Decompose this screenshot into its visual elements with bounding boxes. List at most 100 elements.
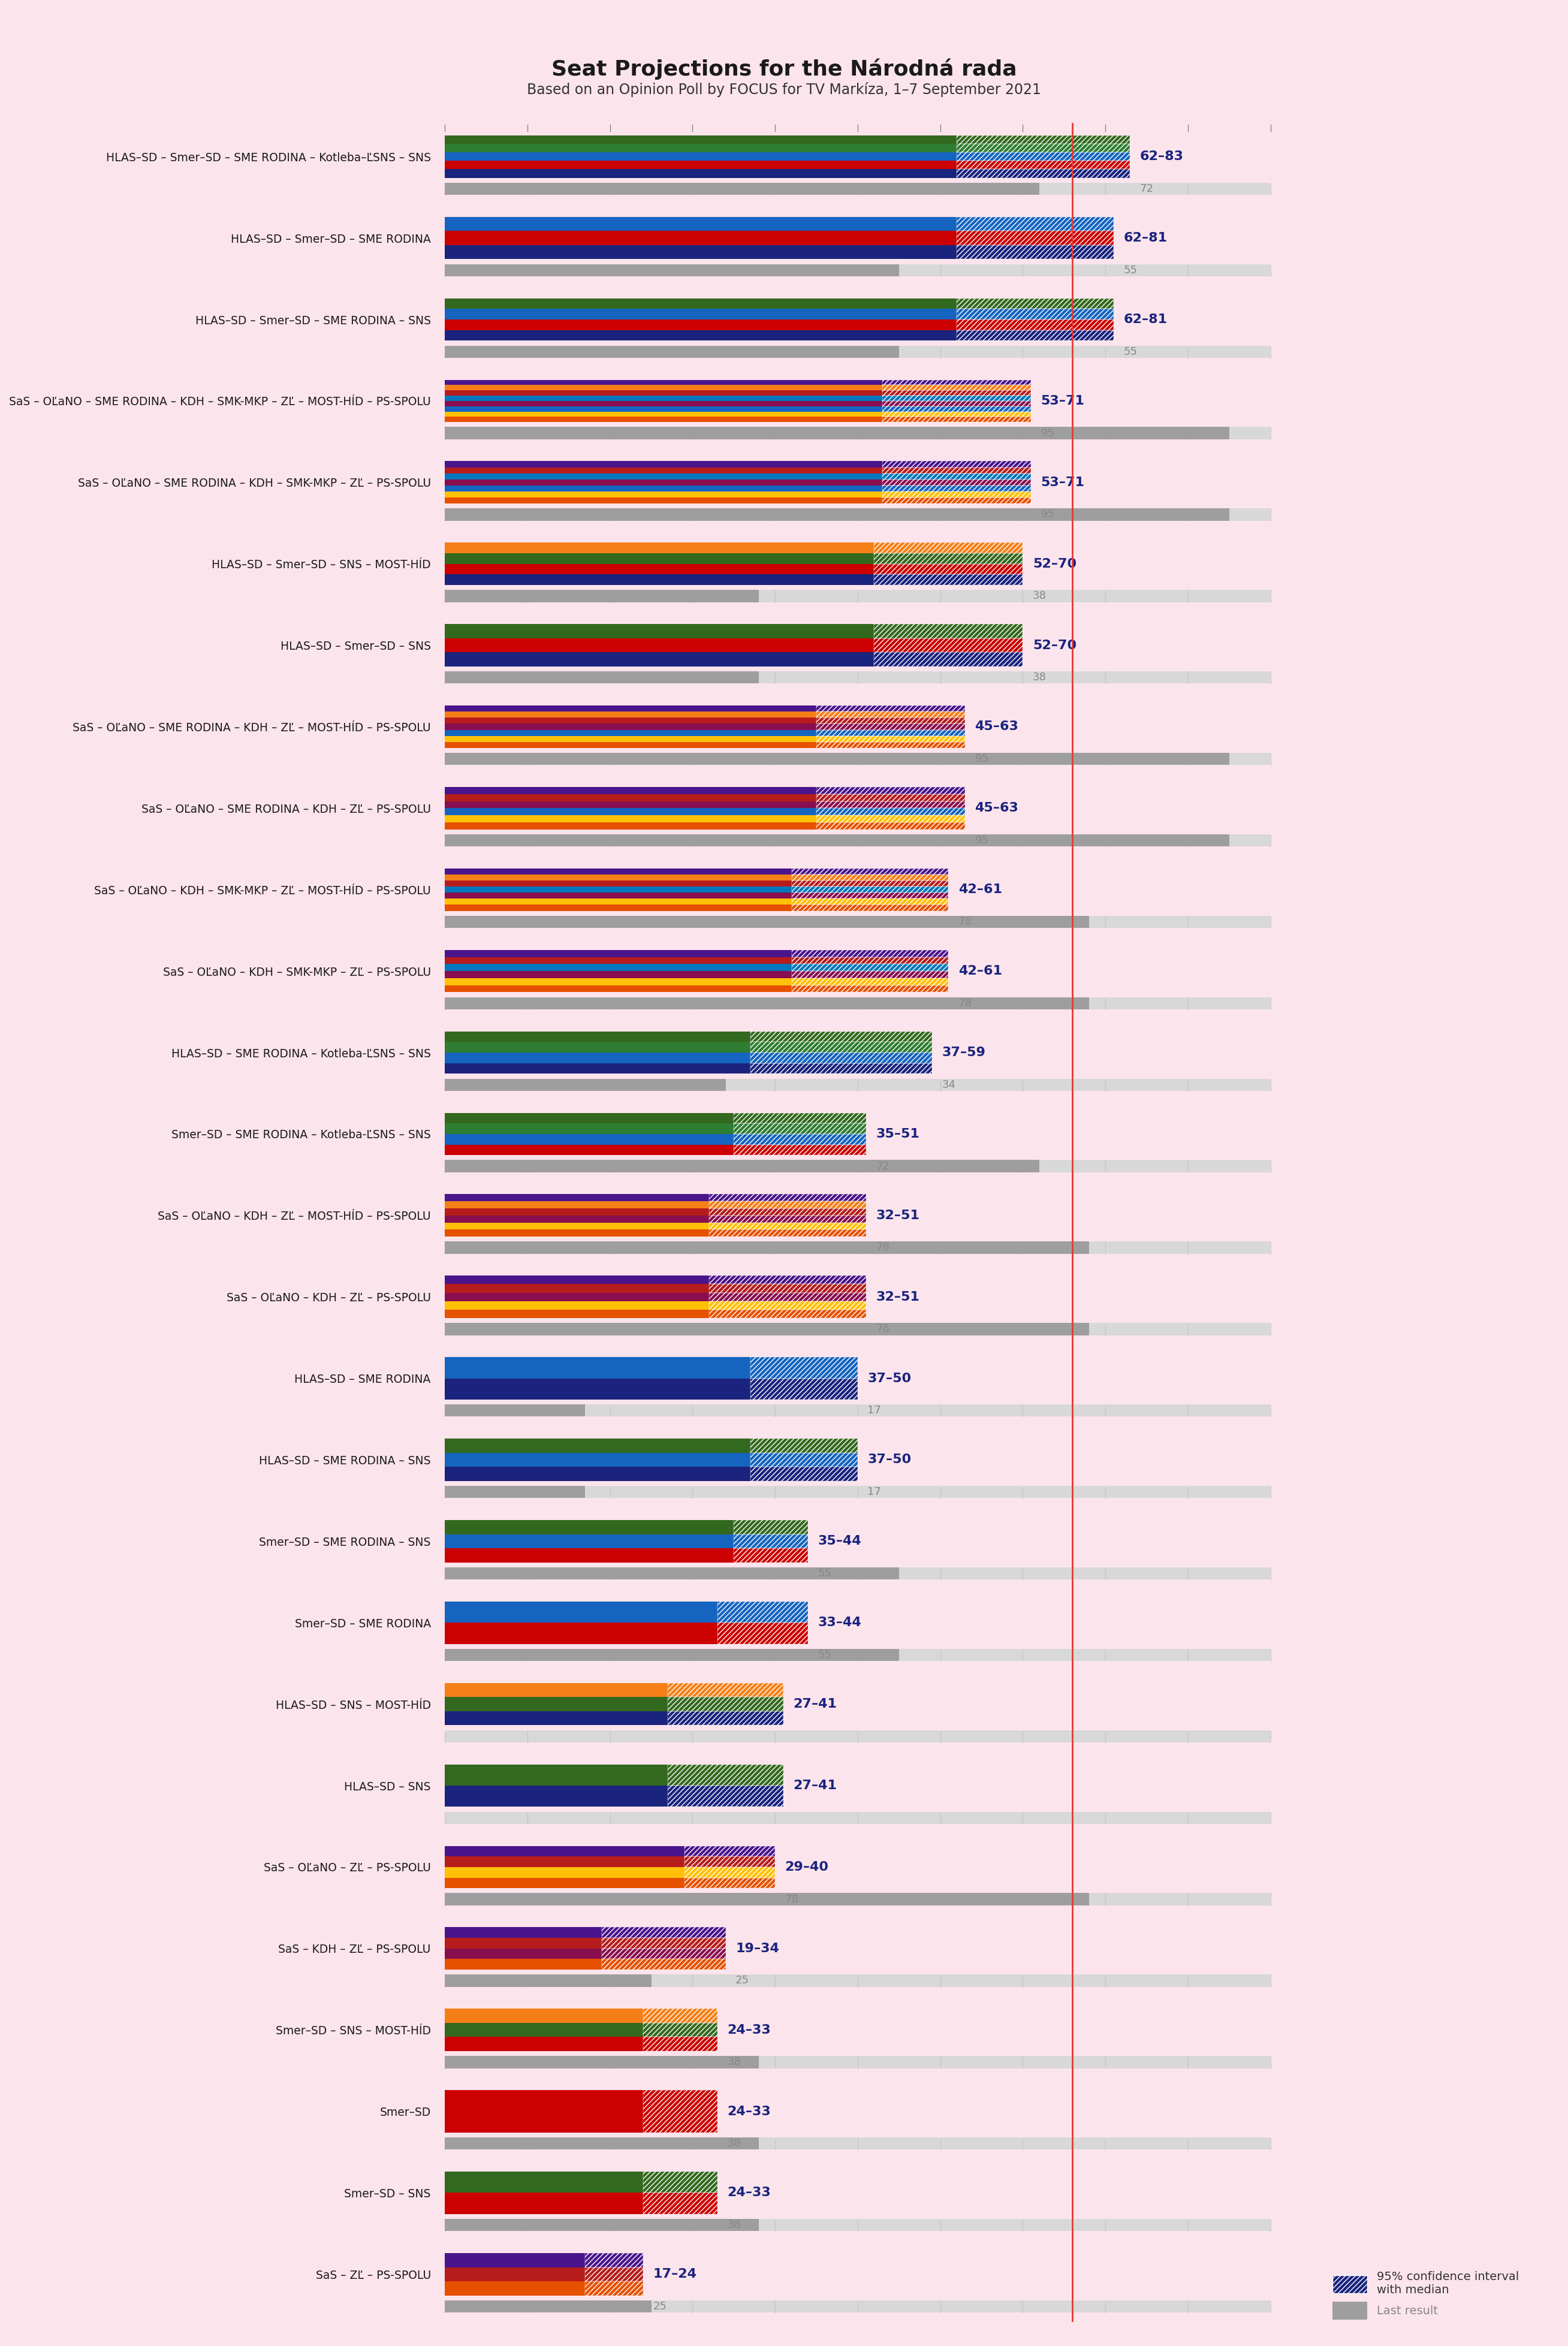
Bar	[445, 162, 956, 169]
Bar	[445, 2055, 759, 2069]
Bar	[445, 509, 1229, 521]
Bar	[883, 474, 1032, 479]
Bar	[445, 1548, 734, 1562]
Bar	[668, 1764, 784, 1785]
Text: 38: 38	[728, 2057, 742, 2067]
Text: 24–33: 24–33	[728, 2104, 771, 2118]
Bar	[684, 1877, 775, 1889]
Bar	[875, 554, 1022, 563]
Bar	[445, 467, 883, 474]
Bar	[883, 406, 1032, 411]
Text: 35–51: 35–51	[877, 1128, 919, 1140]
Text: 17: 17	[867, 1487, 881, 1497]
Bar	[817, 816, 964, 823]
Bar	[445, 711, 817, 718]
Bar	[445, 462, 883, 467]
Bar	[445, 1145, 734, 1154]
Bar	[445, 971, 792, 978]
Text: 33–44: 33–44	[818, 1616, 862, 1628]
Bar	[445, 2252, 585, 2266]
Bar	[445, 875, 792, 880]
Bar	[883, 474, 1032, 479]
Bar	[602, 1938, 726, 1950]
Bar	[751, 1438, 858, 1452]
Bar	[817, 800, 964, 807]
Bar	[875, 563, 1022, 575]
Bar	[709, 1222, 866, 1229]
Bar	[883, 418, 1032, 422]
Bar	[445, 957, 792, 964]
Bar	[956, 244, 1113, 258]
Bar	[445, 1623, 717, 1645]
Bar	[445, 2036, 643, 2050]
Bar	[445, 1229, 709, 1236]
Bar	[585, 2252, 643, 2266]
Bar	[817, 711, 964, 718]
Bar	[445, 753, 1229, 765]
Bar	[445, 389, 883, 396]
Text: 52–70: 52–70	[1033, 558, 1077, 570]
Bar	[445, 1846, 684, 1856]
Bar	[875, 638, 1022, 652]
Bar	[445, 490, 883, 497]
Bar	[445, 1452, 751, 1466]
Text: 78: 78	[786, 1893, 798, 1905]
Text: 78: 78	[877, 1323, 889, 1335]
Bar	[792, 964, 949, 971]
Bar	[445, 1975, 651, 1987]
Bar	[956, 230, 1113, 244]
Text: 38: 38	[728, 2219, 742, 2231]
Bar	[445, 554, 875, 563]
Bar	[734, 1145, 866, 1154]
Text: 62–83: 62–83	[1140, 150, 1184, 162]
Bar	[792, 950, 949, 957]
Bar	[445, 2137, 759, 2149]
Bar	[445, 385, 883, 389]
Bar	[751, 1466, 858, 1480]
Bar	[445, 906, 792, 910]
Bar	[792, 957, 949, 964]
Bar	[792, 875, 949, 880]
Bar	[883, 497, 1032, 504]
Text: 35–44: 35–44	[818, 1534, 862, 1548]
Bar	[883, 396, 1032, 401]
Bar	[445, 800, 817, 807]
Bar	[709, 1293, 866, 1302]
Bar	[709, 1229, 866, 1236]
Bar	[717, 1602, 808, 1623]
Bar	[751, 1438, 858, 1452]
Bar	[445, 244, 956, 258]
Bar	[875, 554, 1022, 563]
Bar	[445, 638, 875, 652]
Bar	[792, 875, 949, 880]
Bar	[817, 730, 964, 737]
Bar	[445, 1877, 684, 1889]
Text: 24–33: 24–33	[728, 2186, 771, 2198]
Bar	[668, 1764, 784, 1785]
Bar	[709, 1201, 866, 1208]
Bar	[445, 671, 759, 683]
Bar	[817, 737, 964, 741]
Text: 95: 95	[975, 835, 989, 847]
Bar	[445, 2194, 643, 2215]
Bar	[684, 1867, 775, 1877]
Bar	[956, 331, 1113, 340]
Bar	[817, 793, 964, 800]
Bar	[445, 1731, 1270, 1743]
Bar	[445, 915, 1270, 929]
Bar	[792, 985, 949, 992]
Bar	[956, 136, 1131, 143]
Bar	[445, 1438, 751, 1452]
Bar	[668, 1682, 784, 1696]
Bar	[792, 971, 949, 978]
Bar	[956, 136, 1131, 143]
Bar	[709, 1302, 866, 1309]
Bar	[817, 711, 964, 718]
Bar	[445, 1811, 1270, 1823]
Bar	[643, 2194, 717, 2215]
Bar	[445, 1602, 717, 1623]
Bar	[956, 169, 1131, 178]
Bar	[792, 899, 949, 906]
Bar	[792, 899, 949, 906]
Bar	[883, 490, 1032, 497]
